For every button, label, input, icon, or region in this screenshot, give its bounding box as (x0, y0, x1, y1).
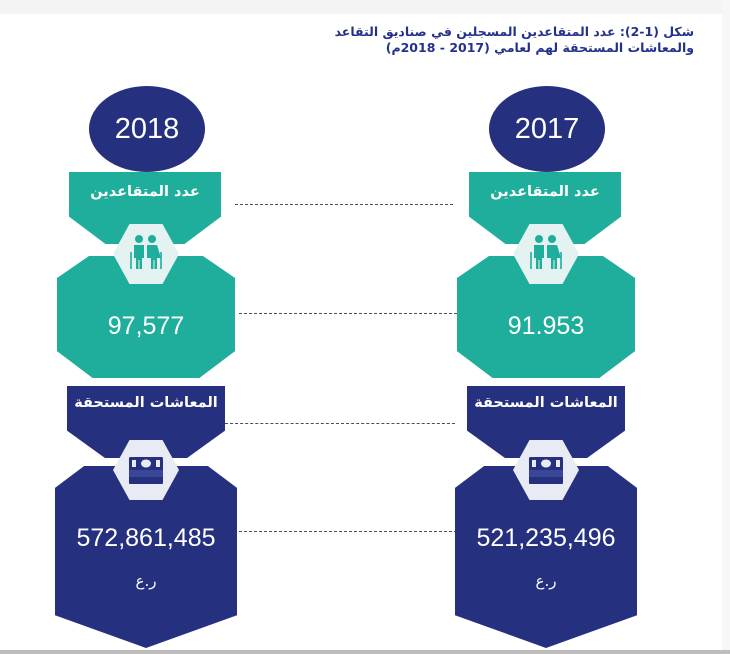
pensions-label: المعاشات المستحقة (74, 395, 218, 411)
money-stack-icon (529, 457, 563, 484)
connector-pensions-label (225, 423, 455, 424)
elderly-couple-icon (530, 235, 562, 269)
retirees-icon-hexagon (113, 224, 179, 284)
pensions-label: المعاشات المستحقة (474, 395, 618, 411)
currency-unit: ر.ع (135, 572, 157, 590)
column-2017: عدد المتقاعدين 91.953 المعاشات المستحقة … (453, 84, 639, 648)
column-2018: عدد المتقاعدين 97,577 المعاشات المستحقة … (53, 84, 239, 648)
connector-retirees-label (235, 204, 453, 205)
retirees-label: عدد المتقاعدين (490, 184, 600, 200)
elderly-couple-icon (130, 235, 162, 269)
year-badge: 2017 (489, 86, 605, 172)
currency-unit: ر.ع (535, 572, 557, 590)
page-top-margin (0, 0, 730, 14)
year-badge: 2018 (89, 86, 205, 172)
retirees-value: 91.953 (507, 312, 585, 340)
money-stack-icon (129, 457, 163, 484)
retirees-icon-hexagon (513, 224, 579, 284)
retirees-value: 97,577 (107, 312, 185, 340)
pensions-value: 572,861,485 (76, 524, 216, 552)
figure-title: شكل (1-2): عدد المتقاعدين المسجلين في صن… (334, 24, 694, 55)
connector-retirees-value (239, 313, 457, 314)
page-right-margin (722, 0, 730, 654)
connector-pensions-value (239, 531, 457, 532)
pensions-value: 521,235,496 (476, 524, 616, 552)
retirees-label: عدد المتقاعدين (90, 184, 200, 200)
page-bottom-margin (0, 650, 730, 654)
